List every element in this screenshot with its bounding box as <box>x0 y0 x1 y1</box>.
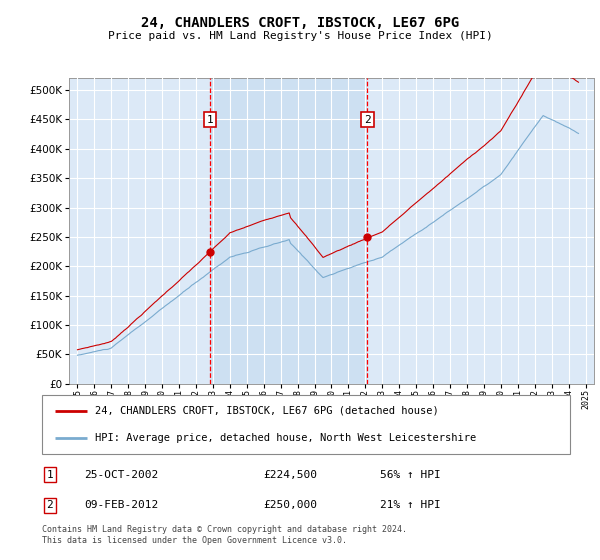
Text: Contains HM Land Registry data © Crown copyright and database right 2024.
This d: Contains HM Land Registry data © Crown c… <box>42 525 407 545</box>
Text: 56% ↑ HPI: 56% ↑ HPI <box>380 470 440 479</box>
Text: 2: 2 <box>47 501 53 510</box>
Text: 09-FEB-2012: 09-FEB-2012 <box>84 501 158 510</box>
Text: £250,000: £250,000 <box>264 501 318 510</box>
Bar <box>210 78 367 384</box>
Text: 21% ↑ HPI: 21% ↑ HPI <box>380 501 440 510</box>
Text: 1: 1 <box>206 115 213 125</box>
Text: 24, CHANDLERS CROFT, IBSTOCK, LE67 6PG (detached house): 24, CHANDLERS CROFT, IBSTOCK, LE67 6PG (… <box>95 405 439 416</box>
Text: HPI: Average price, detached house, North West Leicestershire: HPI: Average price, detached house, Nort… <box>95 433 476 443</box>
Text: 24, CHANDLERS CROFT, IBSTOCK, LE67 6PG: 24, CHANDLERS CROFT, IBSTOCK, LE67 6PG <box>141 16 459 30</box>
FancyBboxPatch shape <box>42 395 570 454</box>
Text: Price paid vs. HM Land Registry's House Price Index (HPI): Price paid vs. HM Land Registry's House … <box>107 31 493 41</box>
Text: 1: 1 <box>47 470 53 479</box>
Text: 2: 2 <box>364 115 371 125</box>
Text: £224,500: £224,500 <box>264 470 318 479</box>
Text: 25-OCT-2002: 25-OCT-2002 <box>84 470 158 479</box>
